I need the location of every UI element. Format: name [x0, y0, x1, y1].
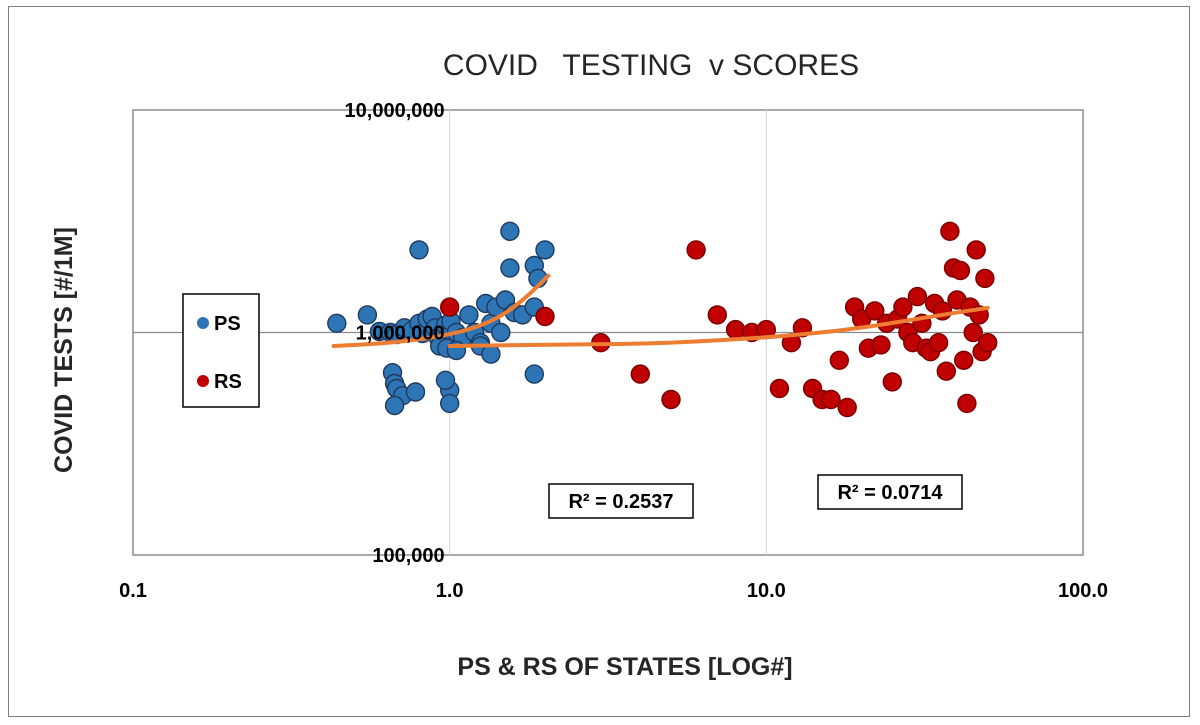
r2-label-rs: R² = 0.0714 — [817, 474, 963, 510]
point-rs — [837, 397, 857, 418]
point-ps — [481, 344, 501, 364]
point-rs — [821, 389, 841, 410]
point-ps — [440, 393, 460, 414]
x-tick-label: 10.0 — [747, 580, 786, 602]
point-ps — [459, 305, 479, 325]
point-rs — [936, 361, 956, 381]
legend-marker-rs — [197, 375, 209, 387]
data-points — [327, 221, 998, 418]
point-rs — [871, 335, 891, 355]
point-ps — [491, 322, 511, 343]
y-tick-label: 1,000,000 — [356, 323, 445, 345]
r2-label-ps: R² = 0.2537 — [548, 483, 694, 519]
x-tick-label: 0.1 — [119, 580, 147, 602]
point-ps — [535, 240, 555, 260]
point-rs — [661, 389, 681, 410]
point-rs — [865, 301, 885, 321]
point-ps — [357, 305, 378, 325]
legend-marker-ps — [197, 317, 209, 329]
r2-label-rs-box — [817, 474, 963, 510]
point-rs — [907, 286, 928, 307]
trendlines — [331, 273, 990, 348]
x-tick-label: 1.0 — [436, 580, 464, 602]
point-ps — [405, 382, 426, 402]
point-rs — [707, 305, 727, 325]
point-rs — [725, 319, 746, 340]
point-rs — [940, 221, 960, 242]
point-rs — [686, 240, 706, 260]
point-rs — [769, 378, 790, 399]
r2-label-ps-text: R² = 0.2537 — [568, 491, 673, 513]
point-rs — [966, 240, 986, 260]
chart-title: COVID TESTING v SCORES — [443, 49, 859, 82]
point-rs — [630, 364, 650, 384]
point-ps — [327, 313, 347, 333]
legend-label-ps: PS — [214, 313, 241, 335]
y-tick-label: 100,000 — [372, 545, 444, 567]
point-rs — [829, 350, 849, 370]
point-rs — [893, 297, 913, 317]
point-ps — [500, 258, 520, 278]
legend-box — [182, 293, 260, 408]
point-rs — [882, 372, 902, 392]
point-rs — [975, 268, 995, 289]
axis-tick-labels: 0.1 1.0 10.0 100.0 10,000,000 1,000,000 100,00… — [119, 100, 1108, 602]
point-rs — [535, 306, 555, 327]
point-rs — [950, 260, 971, 281]
x-axis-title: PS & RS OF STATES [LOG#] — [457, 653, 792, 681]
r2-label-rs-text: R² = 0.0714 — [837, 482, 943, 504]
r2-label-ps-box — [548, 483, 694, 519]
point-rs — [440, 297, 460, 317]
point-rs — [957, 393, 977, 414]
trendline-ps — [331, 273, 551, 348]
point-ps — [409, 240, 429, 260]
point-ps — [384, 395, 405, 416]
point-ps — [435, 370, 456, 390]
legend: PS RS — [182, 293, 260, 408]
x-tick-label: 100.0 — [1058, 580, 1108, 602]
legend-label-rs: RS — [214, 371, 242, 393]
point-rs — [954, 350, 974, 370]
y-axis-title: COVID TESTS [#/1M] — [50, 227, 78, 473]
point-ps — [500, 221, 520, 242]
point-rs — [963, 322, 983, 343]
trendline-rs — [447, 305, 990, 348]
point-ps — [524, 364, 544, 384]
point-rs — [978, 333, 998, 353]
point-rs — [928, 333, 949, 353]
y-tick-label: 10,000,000 — [345, 100, 445, 122]
